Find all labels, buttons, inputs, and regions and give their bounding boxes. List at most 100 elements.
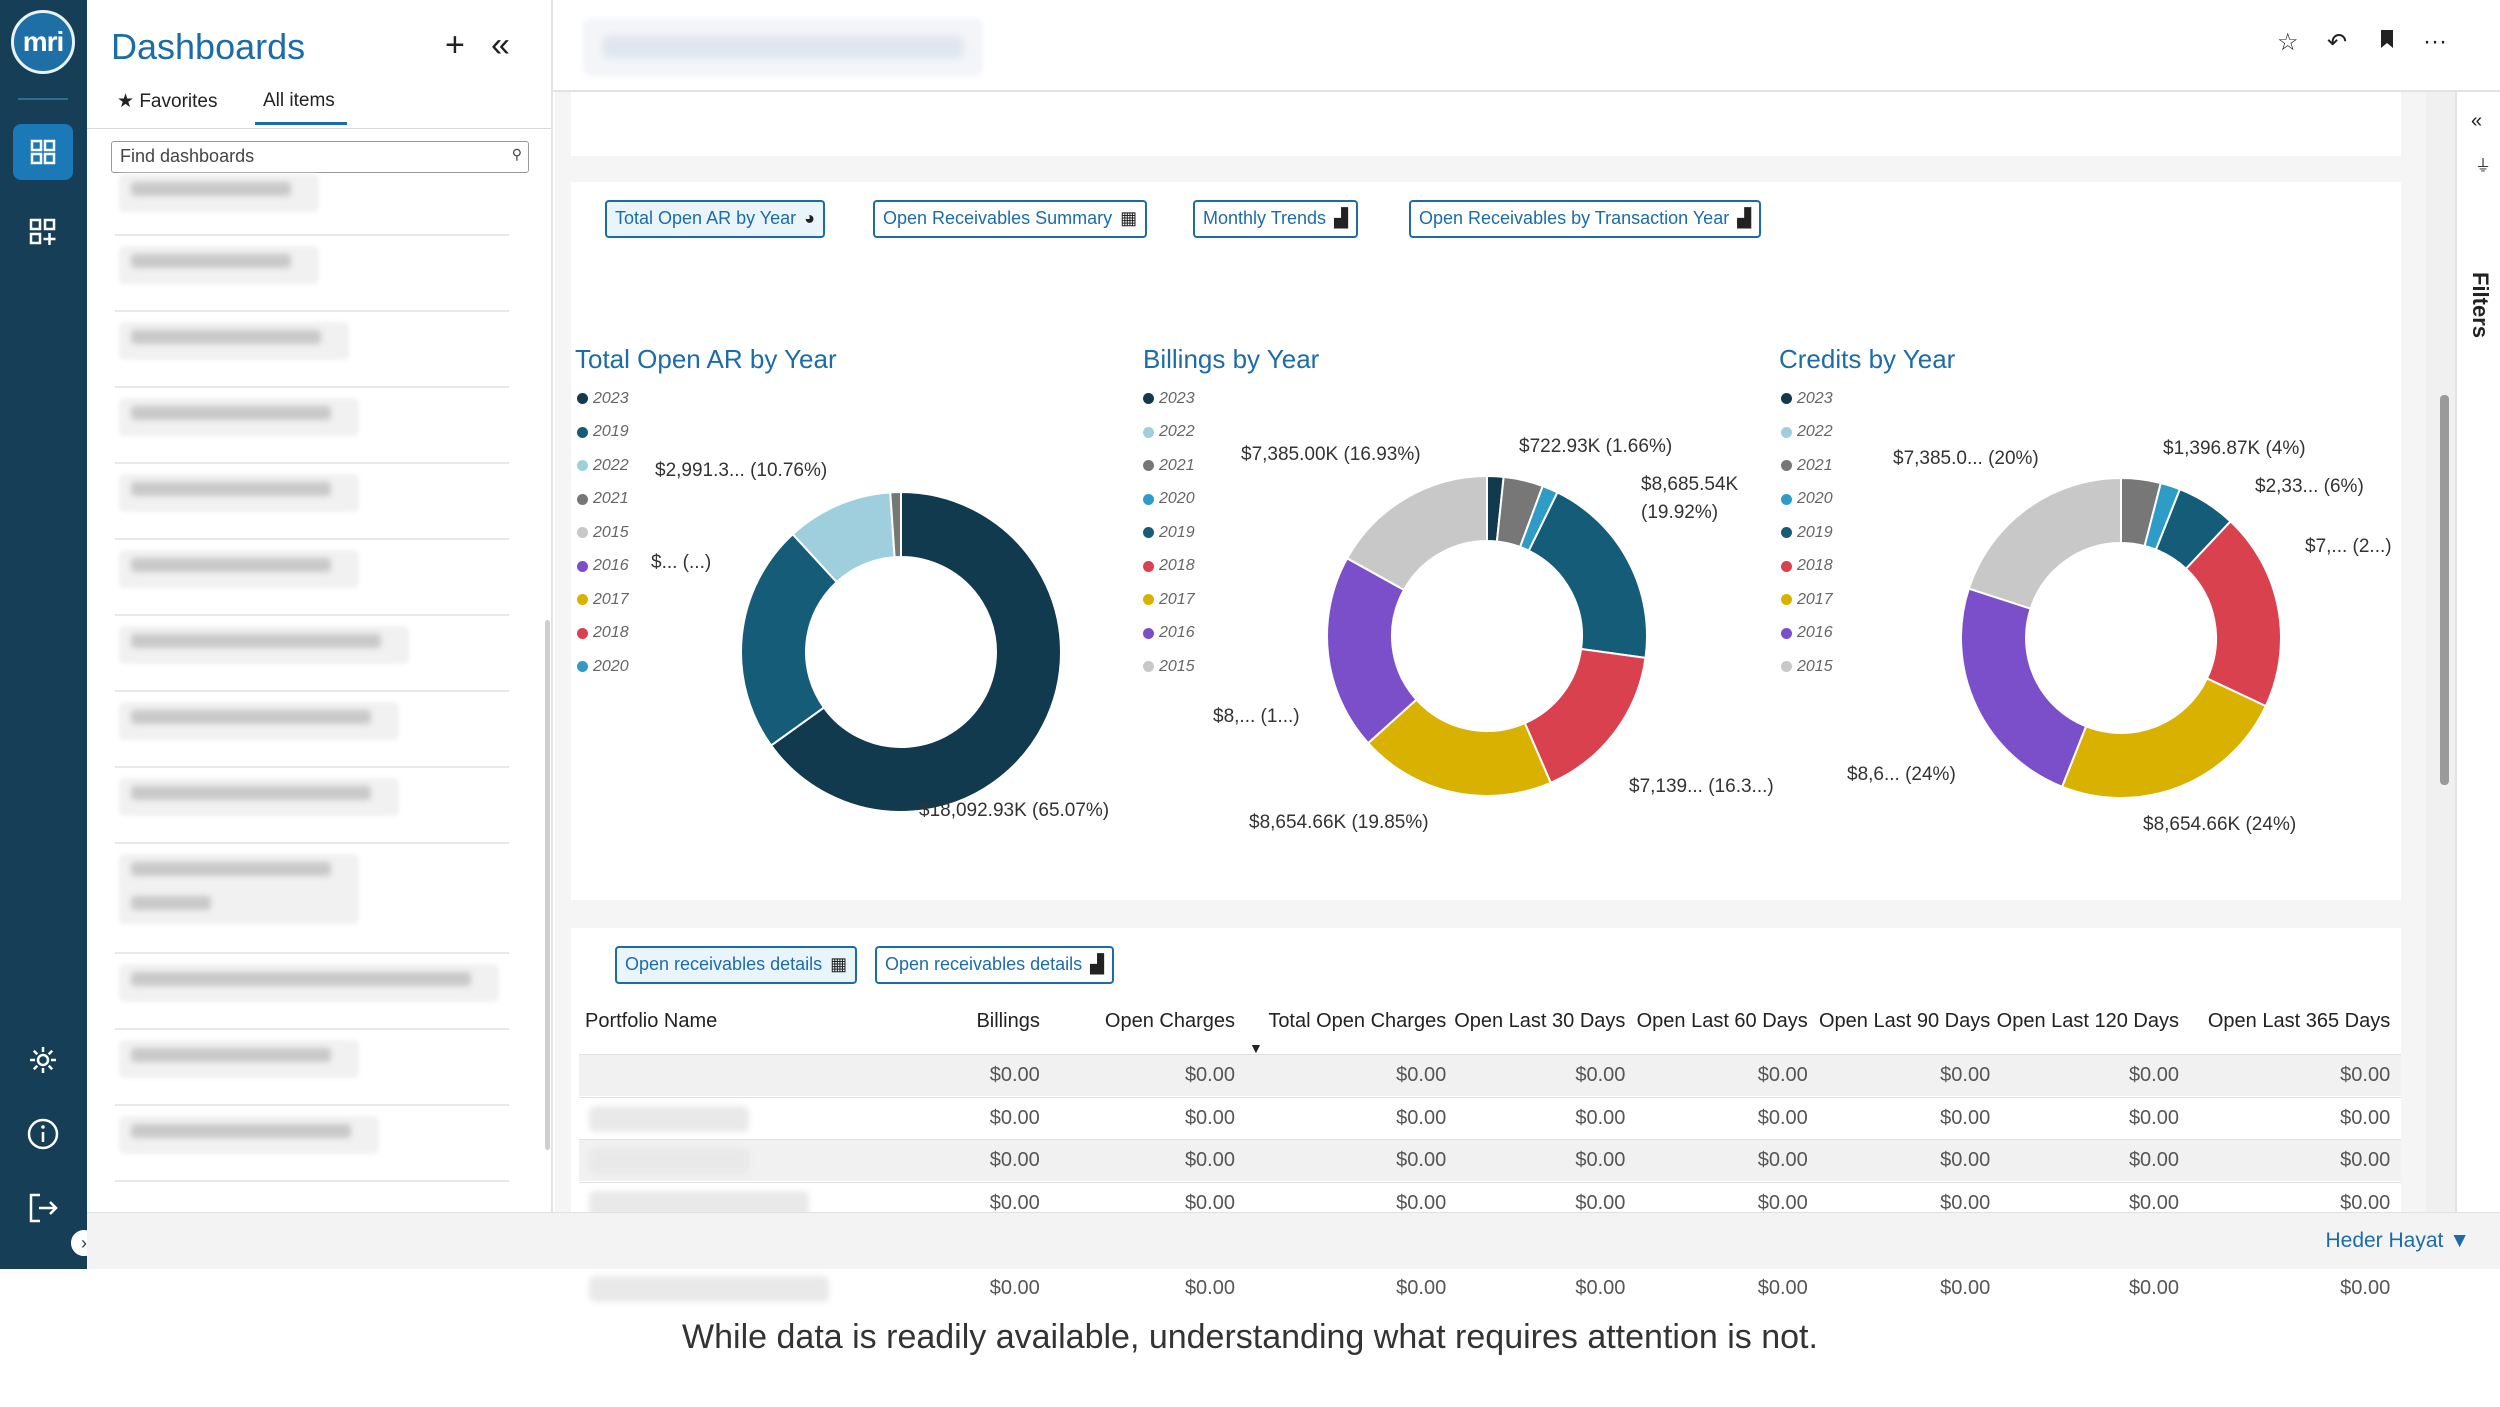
list-item[interactable] xyxy=(115,174,509,236)
collapse-sidebar-button[interactable]: « xyxy=(491,26,510,65)
legend-label: 2016 xyxy=(593,557,629,575)
add-dashboard-nav-button[interactable] xyxy=(13,204,73,260)
table-cell: $0.00 xyxy=(2128,1276,2179,1299)
donut-slice-2015[interactable] xyxy=(1967,476,2122,610)
table-row[interactable]: $0.00 $0.00 $0.00 $0.00 $0.00 $0.00 $0.00 $0.00 xyxy=(579,1096,2401,1139)
add-dashboard-button[interactable]: + xyxy=(445,26,465,65)
list-item[interactable] xyxy=(115,616,509,692)
legend-item[interactable]: 2016 xyxy=(1143,617,1195,651)
list-item[interactable] xyxy=(115,1106,509,1182)
expand-filters-button[interactable]: « xyxy=(2471,110,2482,133)
table-row[interactable]: $0.00 $0.00 $0.00 $0.00 $0.00 $0.00 $0.00 $0.00 xyxy=(579,1054,2401,1096)
favorite-star-button[interactable]: ☆ xyxy=(2277,28,2299,57)
legend-item[interactable]: 2020 xyxy=(1143,483,1195,517)
legend-item[interactable]: 2020 xyxy=(577,650,629,684)
list-item[interactable] xyxy=(115,540,509,616)
donut-chart-credits xyxy=(1960,476,2282,799)
more-options-button[interactable]: ··· xyxy=(2423,28,2447,56)
legend-item[interactable]: 2023 xyxy=(577,382,629,416)
table-row[interactable]: $0.00 $0.00 $0.00 $0.00 $0.00 $0.00 $0.00 $0.00 xyxy=(579,1181,2401,1224)
legend-item[interactable]: 2019 xyxy=(1143,516,1195,550)
tab-open-receivables-details-table[interactable]: Open receivables details ▦ xyxy=(615,946,858,984)
list-item[interactable] xyxy=(115,312,509,388)
legend-item[interactable]: 2021 xyxy=(1781,449,1833,483)
tab-favorites[interactable]: ★ Favorites xyxy=(117,90,217,113)
legend-item[interactable]: 2015 xyxy=(1781,650,1833,684)
legend-item[interactable]: 2015 xyxy=(577,516,629,550)
column-header[interactable]: Open Last 90 Days xyxy=(1818,1010,1991,1032)
donut-slice-2019[interactable] xyxy=(1527,491,1648,659)
column-header[interactable]: Billings xyxy=(976,1010,1040,1032)
list-item[interactable] xyxy=(115,464,509,540)
legend-item[interactable]: 2018 xyxy=(1781,550,1833,584)
search-input[interactable]: Find dashboards ⚲ xyxy=(111,141,529,173)
list-item[interactable] xyxy=(115,844,509,954)
settings-button[interactable] xyxy=(13,1032,73,1088)
column-header[interactable]: Open Charges xyxy=(1104,1010,1235,1032)
column-header[interactable]: Open Last 30 Days xyxy=(1454,1010,1626,1032)
legend-item[interactable]: 2017 xyxy=(1143,583,1195,617)
sort-desc-icon[interactable]: ▼ xyxy=(1249,1040,1263,1056)
legend-item[interactable]: 2018 xyxy=(577,617,629,651)
legend-item[interactable]: 2015 xyxy=(1143,650,1195,684)
column-header[interactable]: Portfolio Name xyxy=(585,1010,718,1032)
tab-open-receivables-by-transaction-year[interactable]: Open Receivables by Transaction Year ▟ xyxy=(1409,200,1762,238)
column-header[interactable]: Open Last 365 Days xyxy=(2207,1010,2391,1032)
list-item[interactable] xyxy=(115,692,509,768)
mri-logo[interactable]: mri xyxy=(11,10,75,74)
column-header[interactable]: Open Last 120 Days xyxy=(1996,1010,2179,1032)
table-cell: $0.00 xyxy=(2340,1106,2391,1129)
donut-slice-2017[interactable] xyxy=(2060,677,2268,799)
legend-item[interactable]: 2019 xyxy=(577,416,629,450)
donut-slice-2021[interactable] xyxy=(889,490,902,559)
filters-label[interactable]: Filters xyxy=(2468,272,2493,339)
donut-slice-2015[interactable] xyxy=(1345,474,1488,592)
tab-monthly-trends[interactable]: Monthly Trends ▟ xyxy=(1193,200,1358,238)
table-row[interactable]: $0.00 $0.00 $0.00 $0.00 $0.00 $0.00 $0.00 $0.00 xyxy=(579,1266,2401,1309)
canvas-scrollbar[interactable] xyxy=(2440,395,2449,785)
legend-item[interactable]: 2017 xyxy=(577,583,629,617)
legend-item[interactable]: 2022 xyxy=(1143,416,1195,450)
legend-label: 2019 xyxy=(1159,523,1195,541)
table-cell: $0.00 xyxy=(1940,1106,1991,1129)
table-cell: $0.00 xyxy=(989,1276,1040,1299)
dashboards-nav-button[interactable] xyxy=(13,124,73,180)
list-item[interactable] xyxy=(115,236,509,312)
legend-item[interactable]: 2021 xyxy=(577,483,629,517)
undo-button[interactable]: ↶ xyxy=(2327,28,2347,57)
donut-slice-2019[interactable] xyxy=(740,532,839,747)
info-button[interactable] xyxy=(13,1106,73,1162)
legend-item[interactable]: 2020 xyxy=(1781,483,1833,517)
legend-item[interactable]: 2016 xyxy=(577,550,629,584)
list-item[interactable] xyxy=(115,1030,509,1106)
legend-item[interactable]: 2019 xyxy=(1781,516,1833,550)
list-item[interactable] xyxy=(115,954,509,1030)
logout-button[interactable] xyxy=(13,1180,73,1236)
legend-item[interactable]: 2021 xyxy=(1143,449,1195,483)
legend-item[interactable]: 2022 xyxy=(1781,416,1833,450)
column-header[interactable]: Open Last 60 Days xyxy=(1636,1010,1808,1032)
donut-slice-2018[interactable] xyxy=(2184,519,2282,708)
legend-item[interactable]: 2017 xyxy=(1781,583,1833,617)
table-row[interactable]: $0.00 $0.00 $0.00 $0.00 $0.00 $0.00 $0.00 $0.00 xyxy=(579,1139,2401,1181)
donut-slice-2016[interactable] xyxy=(1960,587,2088,789)
list-item[interactable] xyxy=(115,388,509,464)
legend-item[interactable]: 2018 xyxy=(1143,550,1195,584)
bookmark-button[interactable] xyxy=(2379,28,2395,56)
donut-slice-2023[interactable] xyxy=(769,490,1062,813)
legend-item[interactable]: 2022 xyxy=(577,449,629,483)
column-header[interactable]: Total Open Charges xyxy=(1268,1010,1447,1032)
tab-total-open-ar-by-year[interactable]: Total Open AR by Year ◕ xyxy=(605,200,825,238)
tab-open-receivables-details-chart[interactable]: Open receivables details ▟ xyxy=(875,946,1114,984)
sidebar-scrollbar[interactable] xyxy=(545,620,550,1150)
tab-open-receivables-summary[interactable]: Open Receivables Summary ▦ xyxy=(873,200,1148,238)
legend-item[interactable]: 2023 xyxy=(1143,382,1195,416)
list-item[interactable] xyxy=(115,768,509,844)
tab-all-items[interactable]: All items xyxy=(263,90,335,112)
data-label: $18,092.93K (65.07%) xyxy=(919,800,1110,821)
user-menu[interactable]: Heder Hayat ▼ xyxy=(2325,1229,2470,1253)
table-cell: $0.00 xyxy=(2340,1064,2391,1086)
legend-item[interactable]: 2023 xyxy=(1781,382,1833,416)
legend-item[interactable]: 2016 xyxy=(1781,617,1833,651)
data-label: $8,6... (24%) xyxy=(1847,764,1956,785)
